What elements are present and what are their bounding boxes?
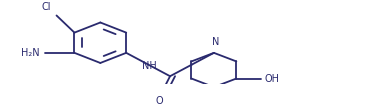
Text: O: O (156, 96, 163, 106)
Text: N: N (212, 37, 219, 47)
Text: NH: NH (142, 61, 157, 71)
Text: OH: OH (264, 74, 279, 84)
Text: H₂N: H₂N (21, 48, 39, 58)
Text: Cl: Cl (41, 2, 51, 12)
